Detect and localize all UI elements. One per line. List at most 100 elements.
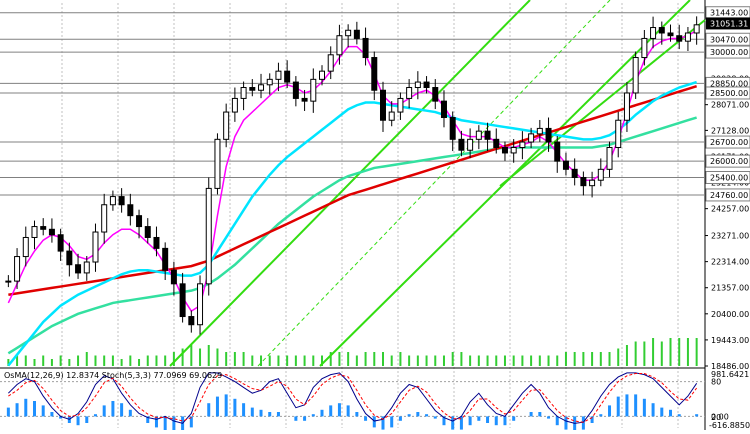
candle: [327, 46, 334, 80]
candle-body: [676, 35, 683, 42]
candle: [362, 27, 369, 66]
candle: [205, 177, 212, 296]
candle-body: [397, 97, 404, 113]
oscillator-panel: OsMA(12,26,9) 12.8374 Stoch(5,3,3) 77.09…: [0, 367, 750, 434]
candle: [231, 87, 238, 122]
candle: [501, 141, 508, 161]
candle-body: [467, 138, 474, 151]
osc-scale-bottom: -616.8850: [709, 421, 750, 430]
candle-body: [545, 127, 552, 143]
candle-body: [292, 81, 299, 99]
candle: [562, 152, 569, 176]
candle-body: [249, 87, 256, 91]
candle: [406, 79, 413, 109]
channel-line: [499, 19, 706, 187]
candle: [275, 62, 282, 92]
candle-body: [136, 215, 143, 228]
candle: [597, 158, 604, 187]
candle: [397, 92, 404, 120]
candle: [493, 128, 500, 154]
ma-cyan-line: [7, 80, 698, 367]
axis-tick-label: 20400.00: [711, 310, 749, 319]
axis-tick-label: 22314.00: [711, 258, 749, 267]
candle: [109, 190, 116, 211]
candle-body: [432, 87, 439, 102]
level-label-box: [705, 170, 750, 184]
candle: [83, 256, 90, 281]
candle-body: [597, 168, 604, 181]
channel-line: [169, 0, 531, 367]
candle: [632, 51, 639, 99]
candle: [101, 193, 108, 244]
candle-body: [362, 37, 369, 59]
candle-body: [144, 226, 151, 238]
candle-body: [510, 147, 517, 154]
candle: [284, 60, 291, 89]
candle: [249, 79, 256, 97]
candle: [214, 133, 221, 195]
candle: [66, 242, 73, 277]
candle-body: [571, 168, 578, 178]
candle-body: [606, 147, 613, 170]
level-label-box: [705, 135, 750, 149]
candle: [676, 24, 683, 50]
candle-body: [162, 247, 169, 271]
candle: [484, 122, 491, 152]
candle: [31, 220, 38, 250]
candle-body: [493, 138, 500, 149]
axis-tick-label: 24257.00: [711, 205, 749, 214]
candle-body: [14, 256, 21, 282]
level-label: 28850.00: [710, 79, 748, 88]
candle-body: [231, 97, 238, 113]
candle-body: [667, 32, 674, 37]
candle: [379, 81, 386, 132]
level-label: 30000.00: [710, 48, 748, 57]
candle-body: [615, 119, 622, 149]
candle-body: [353, 29, 360, 39]
candle: [170, 261, 177, 296]
trend-channel: [169, 0, 706, 367]
candle: [693, 16, 700, 45]
candle: [510, 139, 517, 163]
oscillator-label: OsMA(12,26,9) 12.8374 Stoch(5,3,3) 77.09…: [4, 371, 222, 380]
level-label: 28500.00: [710, 89, 748, 98]
candle-body: [414, 81, 421, 89]
level-label: 30470.00: [710, 35, 748, 44]
candle: [545, 117, 552, 152]
candle: [571, 158, 578, 186]
candle: [353, 21, 360, 45]
candle-body: [240, 87, 247, 99]
candle-body: [223, 111, 230, 140]
candle: [528, 127, 535, 149]
axis-tick-label: 27128.00: [711, 126, 749, 135]
candle: [48, 218, 55, 243]
channel-line: [257, 0, 611, 367]
candle-body: [101, 204, 108, 233]
axis-tick-label: 21357.00: [711, 284, 749, 293]
candle-body: [109, 196, 116, 206]
candle: [580, 171, 587, 196]
candle-body: [319, 70, 326, 80]
candle-body: [440, 100, 447, 119]
candle-body: [554, 141, 561, 162]
ma-green-line: [7, 116, 698, 355]
candle-body: [684, 32, 691, 42]
level-label-box: [705, 32, 750, 46]
current-price-label: 31051.31: [710, 19, 748, 28]
candle-body: [48, 228, 55, 236]
candle-body: [336, 35, 343, 56]
candle: [606, 141, 613, 178]
candle: [449, 111, 456, 152]
candle-body: [379, 89, 386, 121]
osc-scale-top: 981.6421: [711, 370, 749, 379]
level-label-box: [705, 86, 750, 100]
candle-body: [75, 264, 82, 274]
current-price-box: [706, 17, 750, 30]
candle-body: [170, 269, 177, 285]
candle: [223, 103, 230, 148]
candle: [310, 68, 317, 113]
candle: [22, 226, 29, 267]
candle: [658, 21, 665, 45]
candle: [345, 24, 352, 48]
